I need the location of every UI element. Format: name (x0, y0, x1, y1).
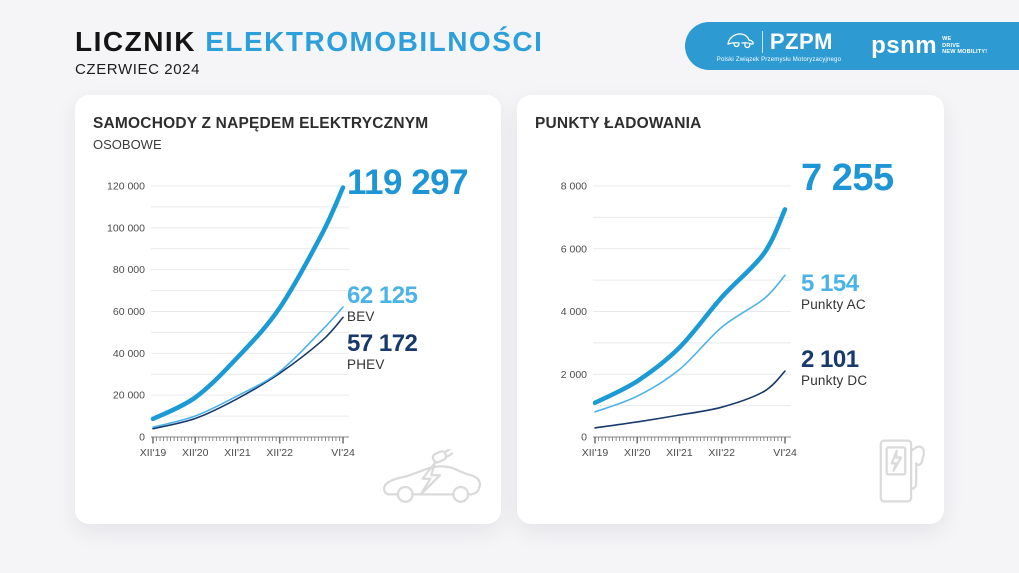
pzpm-divider (761, 31, 763, 53)
pzpm-full-name: Polski Związek Przemysłu Motoryzacyjnego (716, 56, 842, 63)
svg-text:0: 0 (581, 432, 587, 444)
svg-text:XII'21: XII'21 (666, 447, 693, 459)
total-points-stat: 7 255 (801, 157, 894, 199)
svg-text:6 000: 6 000 (561, 243, 587, 255)
svg-text:8 000: 8 000 (561, 181, 587, 193)
svg-text:VI'24: VI'24 (773, 447, 797, 459)
electric-car-icon (381, 448, 485, 510)
line-chart-electric-cars: 0 20 000 40 000 60 000 80 000 100 000 120 000 X… (107, 181, 355, 460)
pzpm-logo: PZPM Polski Związek Przemysłu Motoryzacy… (717, 30, 841, 63)
phev-value: 57 172 (347, 330, 418, 357)
page-title: LICZNIK ELEKTROMOBILNOŚCI (75, 26, 543, 58)
psnm-wordmark: psnm (871, 32, 938, 60)
dc-points-label: Punkty DC (801, 373, 868, 389)
bev-value: 62 125 (347, 282, 418, 309)
svg-text:XII'20: XII'20 (624, 447, 651, 459)
card-title: SAMOCHODY Z NAPĘDEM ELEKTRYCZNYM (93, 115, 429, 132)
total-points-value: 7 255 (801, 157, 894, 199)
ev-charger-icon (874, 435, 928, 512)
dc-points-value: 2 101 (801, 346, 859, 373)
total-ev-stat: 119 297 (347, 163, 469, 202)
svg-text:XII'22: XII'22 (266, 447, 293, 459)
card-charging-points: PUNKTY ŁADOWANIA 0 2 000 4 000 6 000 8 000 XI… (517, 95, 944, 524)
brand-band: PZPM Polski Związek Przemysłu Motoryzacy… (685, 22, 1019, 70)
svg-text:4 000: 4 000 (561, 306, 587, 318)
svg-text:XII'20: XII'20 (182, 447, 209, 459)
svg-text:XII'19: XII'19 (140, 447, 167, 459)
svg-text:XII'21: XII'21 (224, 447, 251, 459)
svg-text:100 000: 100 000 (107, 222, 145, 234)
header: LICZNIK ELEKTROMOBILNOŚCI CZERWIEC 2024 (75, 26, 543, 78)
svg-text:80 000: 80 000 (113, 264, 145, 276)
svg-text:XII'22: XII'22 (708, 447, 735, 459)
svg-text:20 000: 20 000 (113, 390, 145, 402)
card-electric-cars: SAMOCHODY Z NAPĘDEM ELEKTRYCZNYM OSOBOWE… (75, 95, 501, 524)
svg-text:XII'19: XII'19 (582, 447, 609, 459)
bev-stat: 62 125 BEV (347, 282, 418, 325)
page-title-elektromobilnosc: ELEKTROMOBILNOŚCI (205, 26, 544, 57)
svg-text:0: 0 (139, 432, 145, 444)
phev-label: PHEV (347, 357, 385, 373)
line-chart-charging-points: 0 2 000 4 000 6 000 8 000 XII'19 XII'20 XII'21 X… (561, 181, 797, 460)
page-subtitle-month: CZERWIEC 2024 (75, 61, 201, 78)
page-title-licznik: LICZNIK (75, 26, 196, 57)
psnm-tagline: WE DRIVE NEW MOBILITY! (942, 35, 988, 56)
svg-text:60 000: 60 000 (113, 306, 145, 318)
svg-text:2 000: 2 000 (561, 369, 587, 381)
ac-points-label: Punkty AC (801, 297, 866, 313)
bev-label: BEV (347, 309, 375, 325)
card-title: PUNKTY ŁADOWANIA (535, 115, 702, 132)
svg-text:40 000: 40 000 (113, 348, 145, 360)
svg-text:120 000: 120 000 (107, 181, 145, 193)
ac-points-value: 5 154 (801, 270, 859, 297)
total-ev-value: 119 297 (347, 163, 469, 202)
phev-stat: 57 172 PHEV (347, 330, 418, 373)
card-subtitle: OSOBOWE (93, 137, 162, 152)
svg-text:VI'24: VI'24 (331, 447, 355, 459)
dc-points-stat: 2 101 Punkty DC (801, 347, 867, 388)
pzpm-wordmark: PZPM (769, 29, 834, 54)
ac-points-stat: 5 154 Punkty AC (801, 271, 866, 312)
pzpm-car-icon (725, 30, 755, 55)
psnm-logo: psnm WE DRIVE NEW MOBILITY! (871, 32, 988, 60)
